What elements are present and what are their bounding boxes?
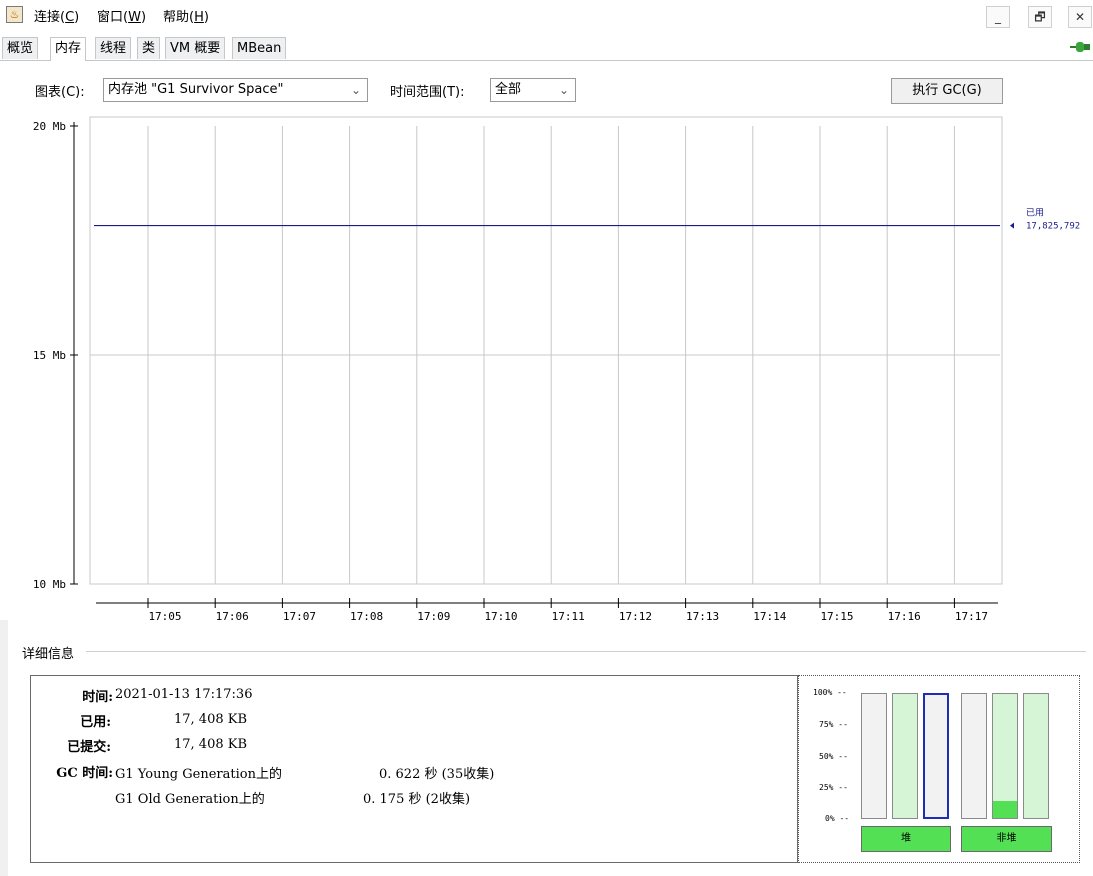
x-tick-label: 17:10 (484, 610, 517, 623)
menu-help-mnemonic: H (194, 10, 204, 25)
tab-memory[interactable]: 内存 (50, 37, 87, 61)
menu-bar (0, 0, 1093, 32)
menu-connect-mnemonic: C (65, 10, 75, 25)
time-range-value: 全部 (495, 82, 522, 97)
gc-old-value: 0. 175 秒 (2收集) (363, 792, 471, 807)
nonheap-pool-bar[interactable] (961, 693, 987, 819)
details-divider (86, 651, 1086, 652)
menu-connect-end: ) (74, 10, 80, 25)
pct-75: 75% -- (819, 720, 848, 729)
x-tick-label: 17:14 (753, 610, 786, 623)
chart-series: 已用 17,825,792 (94, 208, 1080, 232)
x-tick-label: 17:09 (417, 610, 450, 623)
nonheap-pool-bar[interactable] (992, 693, 1018, 819)
chevron-down-icon: ⌄ (350, 83, 361, 97)
minimize-button[interactable]: _ (986, 6, 1010, 28)
tab-threads[interactable]: 线程 (95, 37, 132, 59)
heap-label[interactable]: 堆 (861, 826, 951, 852)
chart-select[interactable]: 内存池 "G1 Survivor Space" ⌄ (103, 78, 368, 102)
heap-pool-bar[interactable] (861, 693, 887, 819)
menu-window-mnemonic: W (128, 10, 141, 25)
x-tick-label: 17:07 (283, 610, 316, 623)
y-tick-label: 10 Mb (33, 578, 66, 591)
x-tick-label: 17:11 (552, 610, 585, 623)
pct-0: 0% -- (825, 814, 850, 823)
tab-overview[interactable]: 概览 (2, 37, 39, 59)
x-tick-label: 17:13 (686, 610, 719, 623)
pct-25: 25% -- (819, 783, 848, 792)
tab-vm-summary[interactable]: VM 概要 (165, 37, 226, 59)
x-tick-label: 17:06 (216, 610, 249, 623)
connection-plug-icon (1070, 42, 1090, 52)
tab-bar (0, 36, 1093, 61)
menu-connect[interactable]: 连接(C) (34, 6, 79, 25)
tab-classes[interactable]: 类 (137, 37, 161, 59)
chart-grid (89, 116, 1003, 585)
memory-pool-bars: 100% -- 75% -- 50% -- 25% -- 0% -- 堆 非堆 (798, 675, 1080, 863)
legend-used-value: 17,825,792 (1026, 222, 1080, 232)
chevron-down-icon: ⌄ (558, 83, 569, 97)
heap-pool-bar[interactable] (923, 693, 949, 819)
series-marker (1010, 222, 1014, 229)
x-tick-label: 17:05 (148, 610, 181, 623)
committed-value: 17, 408 KB (174, 737, 248, 752)
menu-window[interactable]: 窗口(W) (97, 6, 146, 25)
used-value: 17, 408 KB (174, 712, 248, 727)
gc-young-name: G1 Young Generation上的 (115, 767, 282, 782)
x-tick-label: 17:17 (955, 610, 988, 623)
y-tick-label: 15 Mb (33, 349, 66, 362)
time-label: 时间: (82, 690, 113, 705)
menu-help-label: 帮助( (163, 10, 195, 25)
gc-time-label: GC 时间: (56, 766, 113, 781)
x-tick-label: 17:12 (619, 610, 652, 623)
plot-area (89, 116, 1003, 585)
heap-pool-bar[interactable] (892, 693, 918, 819)
perform-gc-button[interactable]: 执行 GC(G) (891, 78, 1003, 104)
menu-window-label: 窗口( (97, 10, 129, 25)
menu-help-end: ) (203, 10, 209, 25)
java-app-icon: ♨ (6, 6, 23, 23)
time-value: 2021-01-13 17:17:36 (115, 687, 253, 702)
gc-young-value: 0. 622 秒 (35收集) (379, 767, 495, 782)
nonheap-label[interactable]: 非堆 (961, 826, 1052, 852)
y-tick-label: 20 Mb (33, 120, 66, 133)
menu-help[interactable]: 帮助(H) (163, 6, 209, 25)
details-panel: 时间: 2021-01-13 17:17:36 已用: 17, 408 KB 已… (30, 675, 798, 863)
gc-old-name: G1 Old Generation上的 (115, 792, 265, 807)
memory-chart: 20 Mb 15 Mb 10 Mb 17:05 17:06 17:07 17:08 17:09… (33, 116, 1080, 623)
nonheap-pool-bar[interactable] (1023, 693, 1049, 819)
legend-used-name: 已用 (1026, 208, 1044, 219)
x-tick-label: 17:16 (888, 610, 921, 623)
restore-button[interactable]: 🗗 (1028, 6, 1052, 28)
chart-axes: 20 Mb 15 Mb 10 Mb 17:05 17:06 17:07 17:08 17:09… (33, 120, 998, 623)
menu-window-end: ) (140, 10, 147, 25)
pct-100: 100% -- (813, 688, 847, 697)
menu-connect-label: 连接( (34, 10, 66, 25)
time-range-label: 时间范围(T): (390, 85, 465, 100)
close-button[interactable]: ✕ (1068, 6, 1092, 28)
committed-label: 已提交: (67, 740, 111, 755)
time-range-select[interactable]: 全部 ⌄ (490, 78, 576, 102)
nonheap-pool-fill (993, 800, 1017, 818)
chart-select-value: 内存池 "G1 Survivor Space" (108, 82, 284, 97)
tab-mbean[interactable]: MBean (232, 37, 287, 59)
chart-label: 图表(C): (35, 85, 85, 100)
x-tick-label: 17:15 (820, 610, 853, 623)
left-edge (0, 620, 8, 876)
pct-50: 50% -- (819, 752, 848, 761)
x-tick-label: 17:08 (350, 610, 383, 623)
details-title: 详细信息 (22, 647, 75, 662)
used-label: 已用: (80, 715, 111, 730)
